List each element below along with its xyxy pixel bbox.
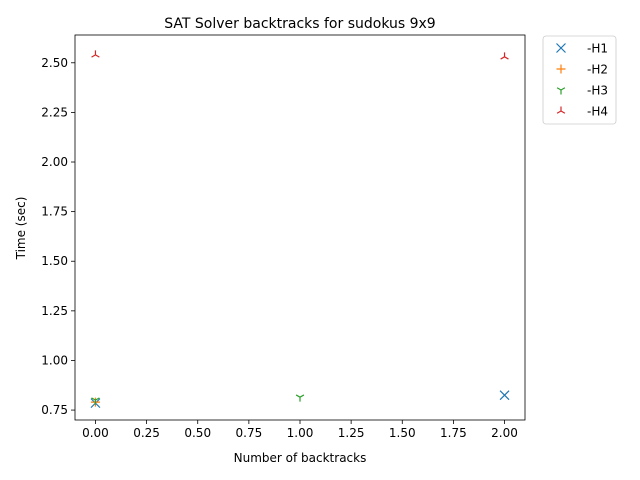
- legend-label: -H2: [587, 63, 608, 77]
- legend-marker: [556, 87, 566, 95]
- x-tick-label: 1.75: [440, 426, 467, 440]
- y-tick-label: 1.75: [41, 205, 68, 219]
- y-tick-label: 1.00: [41, 353, 68, 367]
- legend-label: -H1: [587, 42, 608, 56]
- legend-label: -H4: [587, 105, 608, 119]
- legend-items: -H1 -H2 -H3 -H4: [556, 42, 608, 119]
- x-axis-label: Number of backtracks: [234, 451, 367, 465]
- legend-label: -H3: [587, 84, 608, 98]
- data-point: [91, 50, 100, 58]
- x-axis-ticks: 0.00 0.25 0.50 0.75 1.00 1.25 1.50 1.75 2.00: [82, 420, 518, 440]
- y-tick-label: 2.00: [41, 155, 68, 169]
- legend-marker: [556, 64, 566, 74]
- y-tick-label: 2.25: [41, 105, 68, 119]
- x-tick-label: 0.25: [133, 426, 160, 440]
- y-axis-label: Time (sec): [14, 197, 28, 261]
- x-tick-label: 1.00: [287, 426, 314, 440]
- data-points: [90, 50, 510, 409]
- chart-title: SAT Solver backtracks for sudokus 9x9: [164, 16, 435, 32]
- legend: -H1 -H2 -H3 -H4: [542, 35, 617, 125]
- y-tick-label: 0.75: [41, 403, 68, 417]
- y-tick-label: 1.25: [41, 304, 68, 318]
- plot-frame: [74, 34, 526, 421]
- y-axis-ticks: 0.75 1.00 1.25 1.50 1.75 2.00 2.25 2.50: [41, 56, 75, 417]
- data-point: [499, 390, 510, 401]
- x-tick-label: 2.00: [491, 426, 518, 440]
- data-point: [91, 397, 100, 405]
- x-tick-label: 1.25: [338, 426, 365, 440]
- x-tick-label: 0.50: [184, 426, 211, 440]
- legend-marker: [556, 106, 566, 114]
- y-tick-label: 1.50: [41, 254, 68, 268]
- legend-marker: [556, 43, 566, 53]
- x-tick-label: 0.75: [236, 426, 263, 440]
- y-tick-label: 2.50: [41, 56, 68, 70]
- data-point: [295, 394, 305, 402]
- data-point: [500, 52, 509, 60]
- legend-frame: [542, 35, 617, 125]
- x-tick-label: 0.00: [82, 426, 109, 440]
- x-tick-label: 1.50: [389, 426, 416, 440]
